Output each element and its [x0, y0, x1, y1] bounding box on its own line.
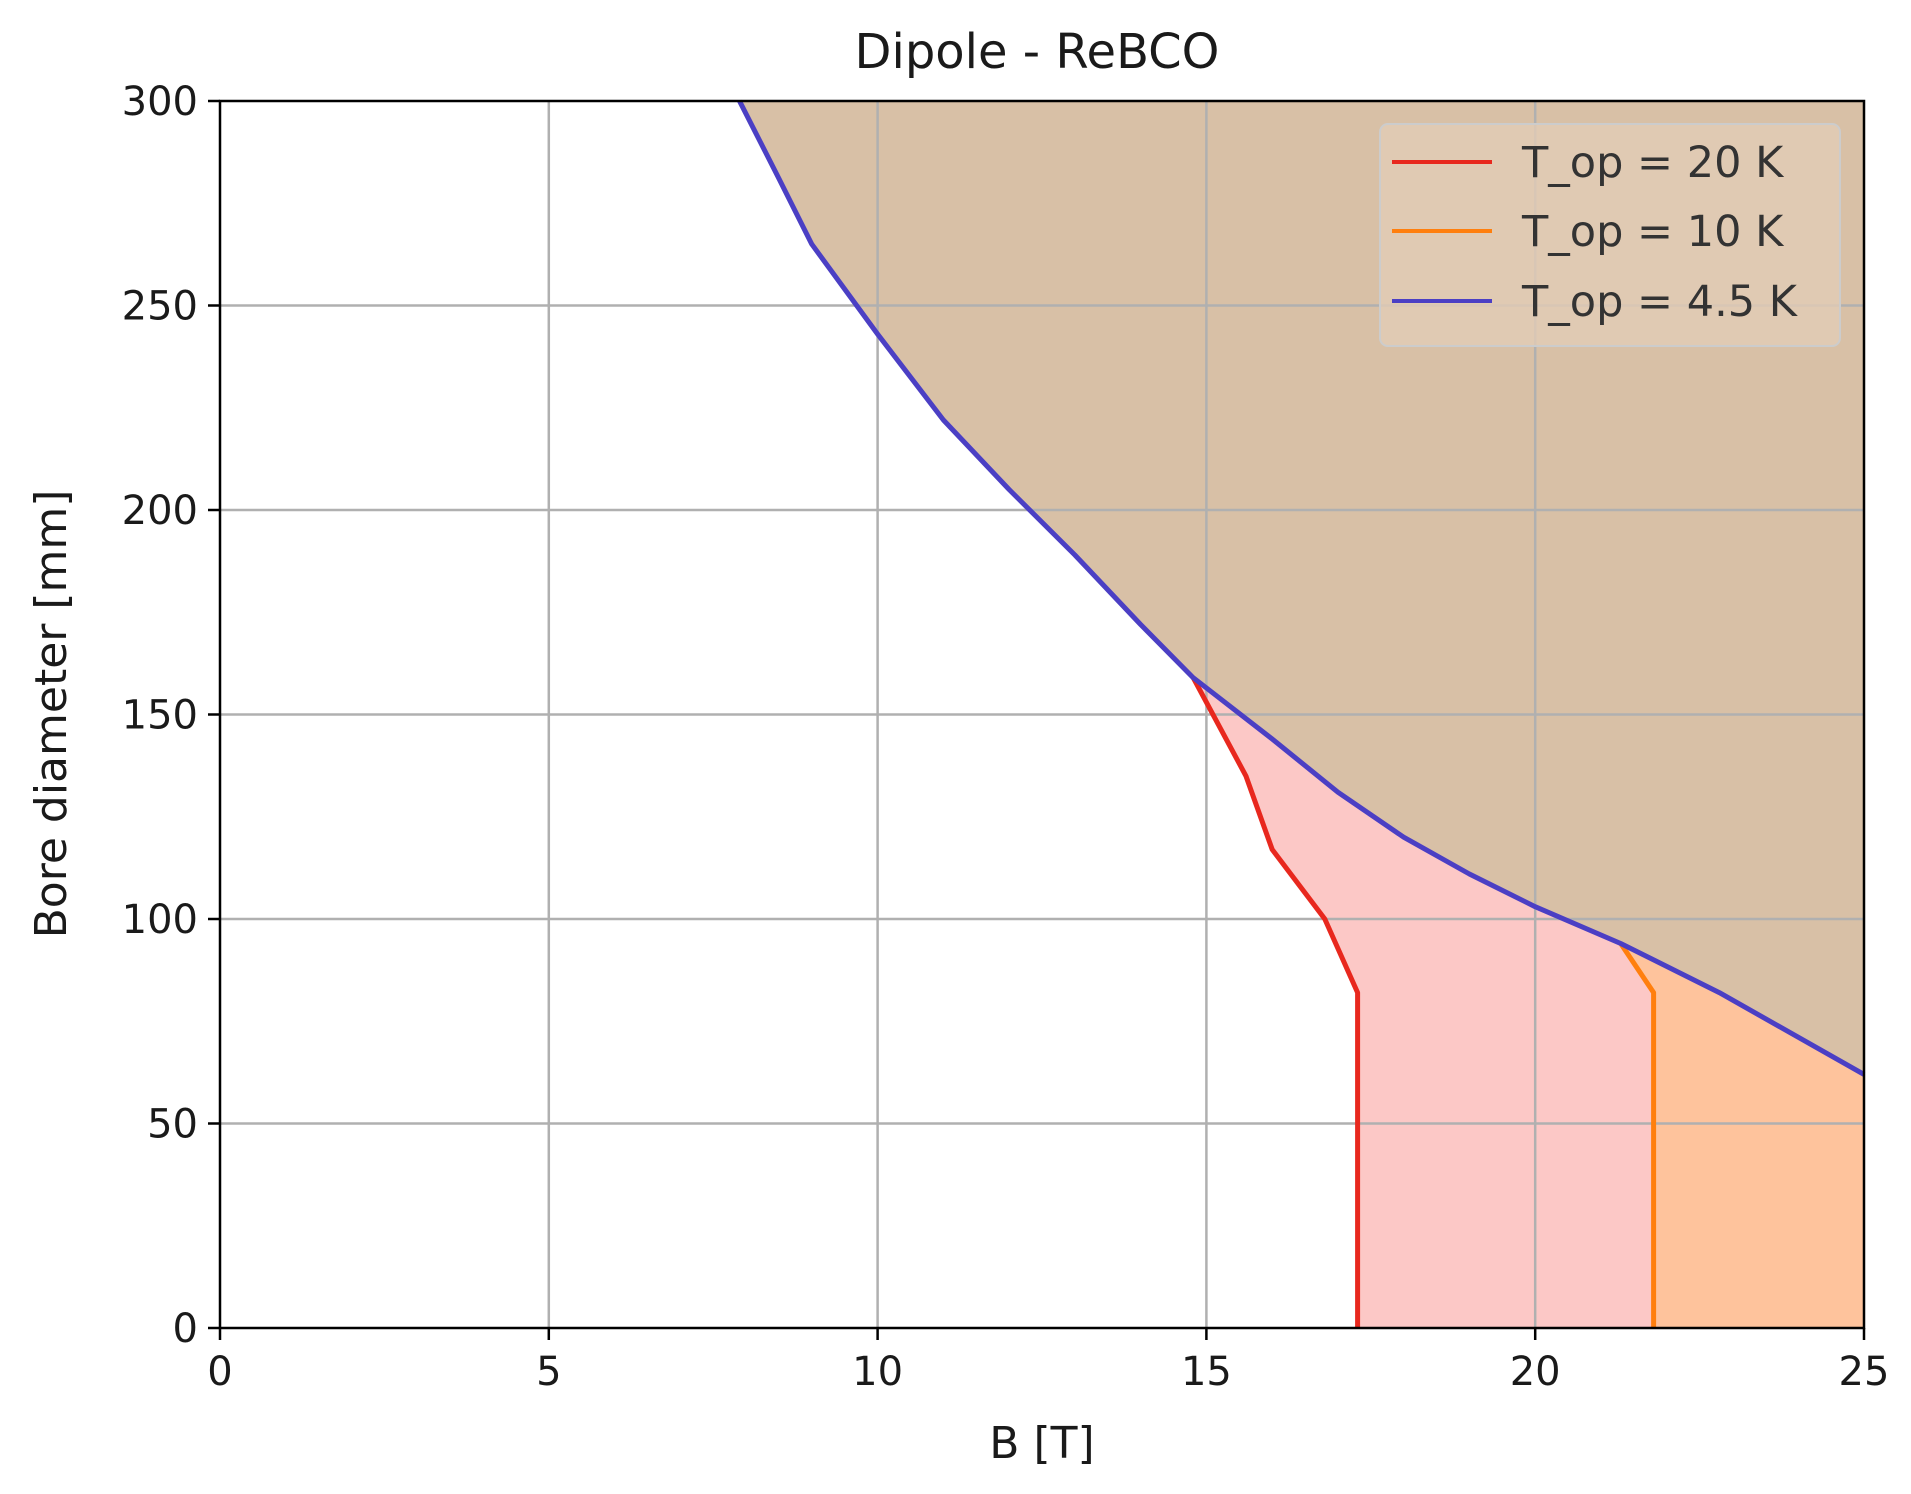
y-tick-label: 300 [122, 79, 198, 125]
x-tick-label: 15 [1181, 1349, 1232, 1395]
x-ticks: 0 5 10 15 20 25 [207, 1328, 1889, 1395]
series-line-4.5K [737, 99, 1866, 1077]
x-tick-label: 20 [1510, 1349, 1561, 1395]
y-tick-label: 100 [122, 897, 198, 943]
legend-box [1379, 123, 1841, 347]
region-fill-10K [1620, 943, 1864, 1328]
lines-layer [737, 99, 1866, 1328]
chart-title: Dipole - ReBCO [855, 24, 1220, 80]
x-tick-label: 0 [207, 1349, 232, 1395]
x-tick-label: 5 [536, 1349, 561, 1395]
y-axis-label: Bore diameter [mm] [26, 490, 77, 939]
legend: T_op = 20 K T_op = 10 K T_op = 4.5 K [1379, 123, 1841, 347]
legend-label-2: T_op = 4.5 K [1521, 277, 1799, 327]
y-tick-label: 50 [147, 1102, 198, 1148]
y-tick-label: 150 [122, 693, 198, 739]
y-tick-label: 250 [122, 284, 198, 330]
legend-label-0: T_op = 20 K [1521, 138, 1785, 188]
series-line-20K [1190, 676, 1361, 1328]
legend-label-1: T_op = 10 K [1521, 207, 1785, 257]
x-axis-label: B [T] [989, 1418, 1094, 1469]
y-ticks: 0 50 100 150 200 250 300 [122, 79, 220, 1352]
series-line-10K [1618, 942, 1657, 1328]
y-tick-label: 0 [173, 1306, 198, 1352]
region-fill-20K [1193, 677, 1654, 1328]
y-tick-label: 200 [122, 488, 198, 534]
x-tick-label: 10 [852, 1349, 903, 1395]
x-tick-label: 25 [1839, 1349, 1890, 1395]
